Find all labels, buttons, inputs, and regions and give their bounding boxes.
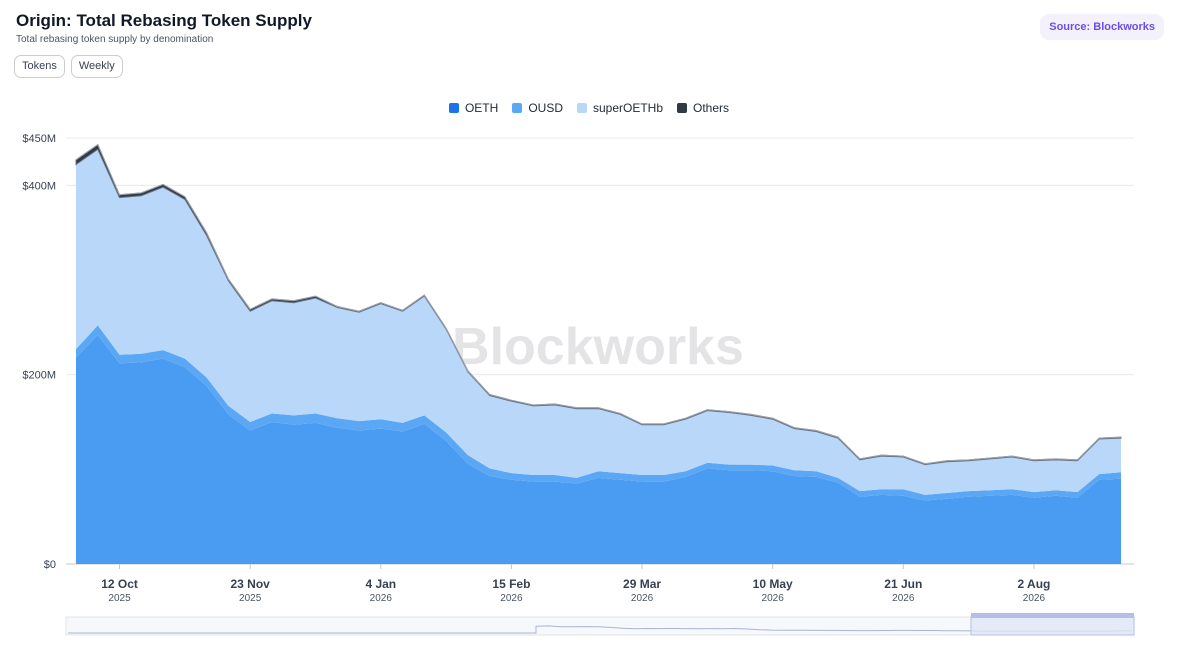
x-tick-year: 2026	[762, 593, 785, 604]
legend-label-oeth: OETH	[464, 101, 499, 115]
x-tick-year: 2026	[631, 593, 654, 604]
legend-item-ousd[interactable]: OUSD	[512, 101, 563, 115]
legend-swatch-oeth	[448, 103, 459, 113]
legend-label-others: Others	[693, 101, 730, 115]
weekly-toggle-button[interactable]: Weekly	[70, 55, 123, 78]
area-oeth	[76, 334, 1121, 564]
source-link[interactable]: Source: Blockworks	[1040, 14, 1164, 40]
x-tick-label: 4 Jan	[365, 577, 396, 591]
legend-item-oeth[interactable]: OETH	[448, 101, 499, 115]
x-tick-year: 2026	[500, 593, 523, 604]
area-series	[75, 143, 1122, 564]
legend-label-superoethb: superOETHb	[592, 101, 664, 115]
x-tick-label: 21 Jun	[884, 577, 922, 591]
range-navigator[interactable]	[65, 613, 1135, 636]
x-tick-label: 12 Oct	[101, 577, 138, 591]
legend-item-superoethb[interactable]: superOETHb	[576, 101, 664, 115]
navigator-scrollbar	[971, 613, 1134, 618]
y-tick-label: $200M	[22, 370, 56, 382]
area-superoethb	[76, 149, 1121, 495]
total-outline	[75, 143, 1122, 465]
legend-swatch-others	[677, 103, 688, 113]
x-tick-label: 15 Feb	[492, 577, 530, 591]
legend-swatch-superoethb	[576, 103, 587, 113]
y-axis: $0 $200M $400M $450M	[22, 133, 56, 571]
y-tick-label: $400M	[22, 180, 56, 192]
x-tick-year: 2026	[892, 593, 915, 604]
x-tick-year: 2025	[108, 593, 131, 604]
x-tick-label: 29 Mar	[623, 577, 661, 591]
navigator-selection	[970, 616, 1135, 636]
x-tick-year: 2026	[370, 593, 393, 604]
y-tick-label: $0	[44, 559, 56, 571]
page-subtitle: Total rebasing token supply by denominat…	[16, 34, 214, 45]
page-title: Origin: Total Rebasing Token Supply	[16, 11, 312, 30]
legend-item-others[interactable]: Others	[677, 101, 729, 115]
watermark-text: Blockworks	[452, 318, 744, 376]
y-tick-label: $450M	[22, 133, 56, 145]
x-axis: 12 Oct 2025 23 Nov 2025 4 Jan 2026 15 Feb 2026 2…	[101, 564, 1050, 604]
x-tick-year: 2026	[1023, 593, 1046, 604]
x-tick-label: 10 May	[753, 577, 793, 591]
chart-legend: OETH OUSD superOETHb Others	[0, 101, 1178, 115]
x-tick-label: 23 Nov	[230, 577, 270, 591]
legend-swatch-ousd	[512, 103, 523, 113]
x-tick-label: 2 Aug	[1017, 577, 1050, 591]
x-tick-year: 2025	[239, 593, 262, 604]
tokens-toggle-button[interactable]: Tokens	[14, 55, 65, 78]
view-toggles: Tokens Weekly	[14, 55, 123, 78]
legend-label-ousd: OUSD	[528, 101, 563, 115]
